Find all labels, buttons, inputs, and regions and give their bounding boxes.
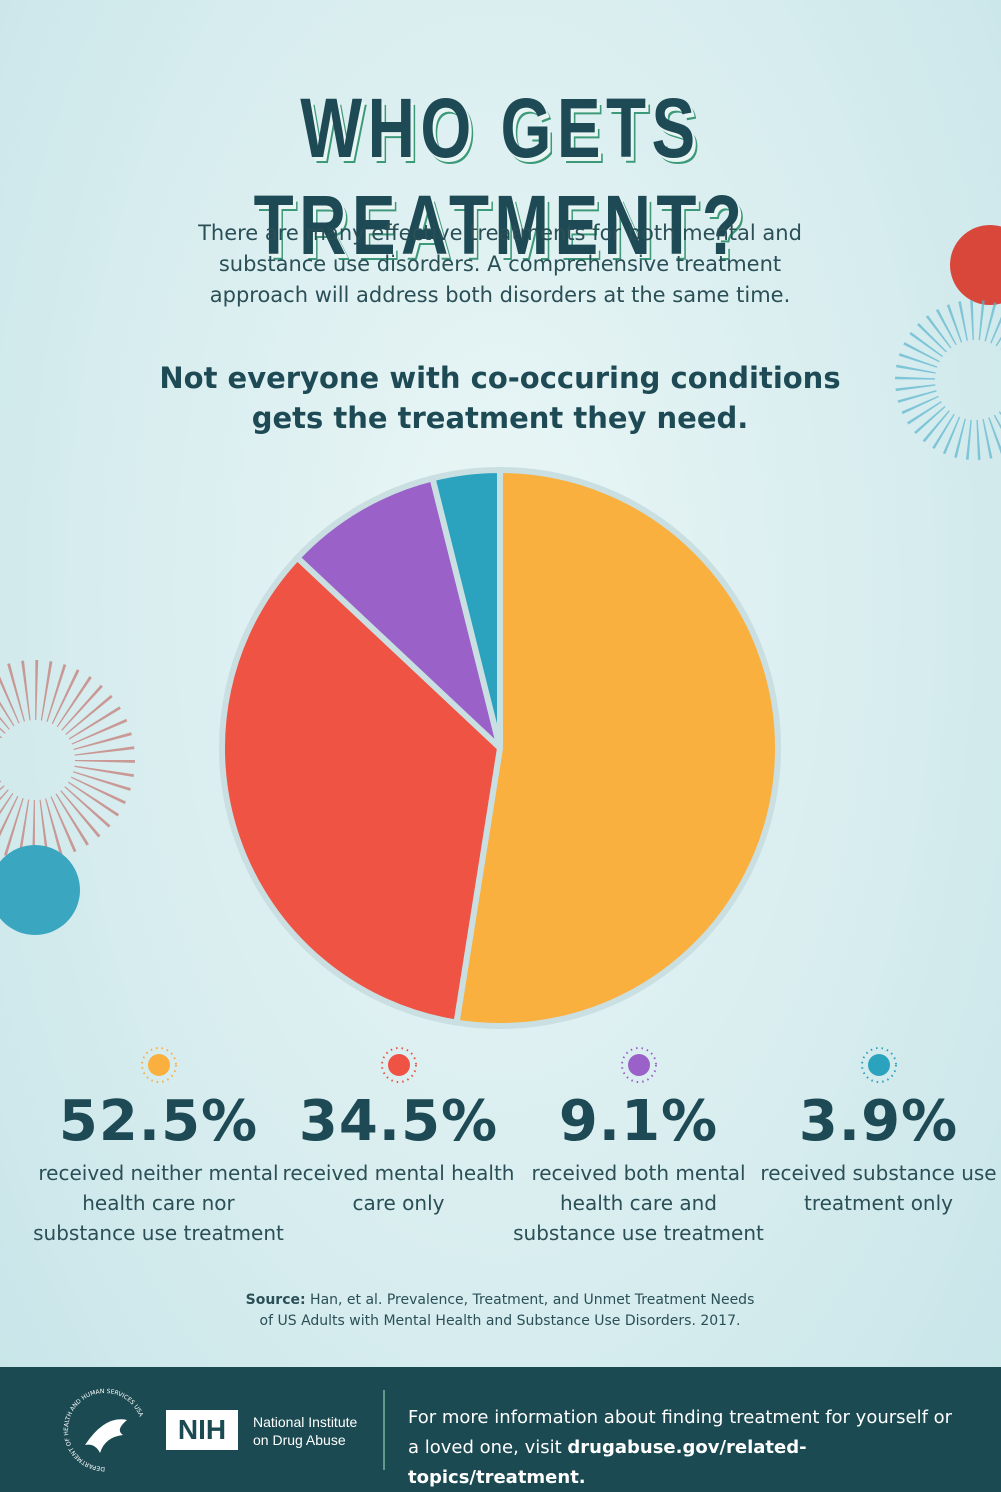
- heading: Not everyone with co-occuring conditions…: [159, 361, 841, 435]
- category-label: received substance use treatment only: [760, 1161, 997, 1215]
- legend-marker: [620, 1047, 657, 1083]
- footer-link[interactable]: drugabuse.gov/related-topics/treatment.: [408, 1437, 807, 1488]
- value-label: 52.5%: [58, 1089, 259, 1154]
- deco-dots: [895, 300, 1001, 460]
- value-label: 9.1%: [558, 1089, 719, 1154]
- legend-item: 52.5% received neither mental health car…: [31, 1045, 286, 1248]
- source-text: Han, et al. Prevalence, Treatment, and U…: [259, 1292, 755, 1329]
- pie-slice: [453, 467, 781, 1029]
- legend-item: 9.1% received both mental health care an…: [511, 1045, 766, 1248]
- legend-item: 3.9% received substance use treatment on…: [751, 1045, 1001, 1218]
- nih-logo: NIH: [166, 1410, 238, 1450]
- deco-circle: [950, 225, 1001, 305]
- deco-circle: [0, 845, 80, 935]
- footer-info: For more information about finding treat…: [408, 1407, 953, 1458]
- value-label: 34.5%: [298, 1089, 499, 1154]
- source-label: Source:: [245, 1292, 306, 1308]
- pie-slice: [429, 467, 503, 751]
- hhs-seal: DEPARTMENT OF HEALTH AND HUMAN SERVICES …: [63, 1388, 145, 1472]
- subtitle: There are many effective treatments for …: [198, 221, 802, 307]
- title: WHO GETS TREATMENT?: [253, 81, 748, 272]
- pie-chart: [219, 467, 781, 1029]
- org-name: National Institute on Drug Abuse: [253, 1414, 358, 1448]
- category-label: received mental health care only: [282, 1161, 515, 1215]
- legend-marker: [860, 1047, 897, 1083]
- footer-text: For more information about finding treat…: [408, 1403, 968, 1492]
- legend-marker: [380, 1047, 417, 1083]
- legend-marker: [140, 1047, 177, 1083]
- category-label: received both mental health care and sub…: [513, 1161, 764, 1245]
- seal-eagle: [85, 1419, 127, 1453]
- legend-item: 34.5% received mental health care only: [271, 1045, 526, 1218]
- divider: [383, 1390, 385, 1470]
- source: Source: Han, et al. Prevalence, Treatmen…: [240, 1290, 760, 1332]
- value-label: 3.9%: [798, 1089, 959, 1154]
- deco-dots: [0, 660, 135, 860]
- pie-slice: [219, 554, 503, 1026]
- category-label: received neither mental health care nor …: [33, 1161, 284, 1245]
